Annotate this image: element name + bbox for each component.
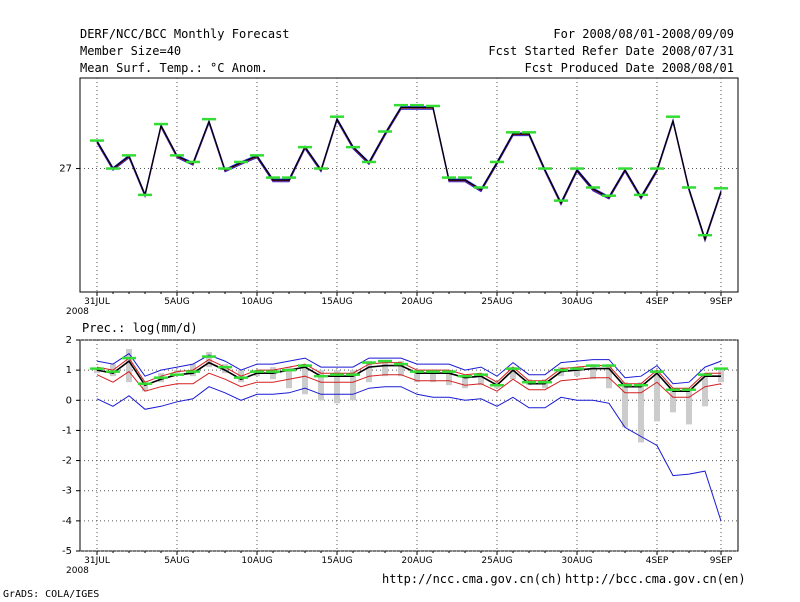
prec-gray-bar [590,364,596,380]
variable-label: Mean Surf. Temp.: °C Anom. [80,61,268,75]
url-en-link[interactable]: http://bcc.cma.gov.cn(en) [565,572,746,586]
prec-gray-bar [334,370,340,404]
produced-date-label: Fcst Produced Date 2008/08/01 [524,61,734,75]
prec-y-tick-label: -1 [62,425,72,436]
prec-gray-bar [142,382,148,392]
temp-y-tick-label: 27 [59,164,72,175]
prec-x-tick-label: 31JUL [84,556,110,566]
temp-x-tick-label: 20AUG [401,297,432,307]
prec-lines [96,352,722,522]
prec-gray-bar [430,370,436,383]
temp-x-tick-label: 31JUL [84,297,110,307]
prec-x-tick-label: 25AUG [481,556,512,566]
temp-grid [80,78,738,292]
temp-x-tick-label: 9SEP [710,297,733,307]
prec-gray-bar [702,373,708,407]
prec-gray-bar [366,361,372,383]
prec-gray-bar [606,364,612,389]
prec-x-tick-label: 20AUG [401,556,432,566]
prec-gray-bar [222,364,228,374]
prec-panel-title: Prec.: log(mm/d) [82,321,198,335]
prec-y-tick-label: -2 [62,456,72,467]
prec-gray-bar [94,370,100,374]
prec-gray-bar [638,382,644,443]
prec-gray-bar [302,364,308,395]
prec-gray-bar [478,373,484,386]
prec-y-tick-label: 0 [66,395,72,406]
url-ch-link[interactable]: http://ncc.cma.gov.cn(ch) [382,572,563,586]
prec-x-tick-label: 10AUG [241,556,272,566]
prec-gray-bar [286,367,292,389]
prec-ensemble-line [96,359,721,393]
prec-lower-red-line [96,370,722,398]
temp-ensemble-line [96,106,722,242]
temp-x-tick-label: 4SEP [646,297,669,307]
prec-gray-bar [350,370,356,401]
temp-x-tick-label: 5AUG [164,297,189,307]
prec-gray-bar [414,370,420,383]
prec-x-tick-label: 30AUG [561,556,592,566]
prec-x-tick-label: 9SEP [710,556,733,566]
prec-y-tick-label: -4 [62,516,72,527]
temp-x-tick-label: 15AUG [321,297,352,307]
prec-x-year-label: 2008 [66,566,89,576]
prec-y-tick-label: 1 [66,365,72,376]
temp-markers [90,103,728,237]
temp-x-year-label: 2008 [66,307,89,317]
refer-date-label: Fcst Started Refer Date 2008/07/31 [488,44,734,58]
temp-x-tick-label: 30AUG [561,297,592,307]
prec-gray-bar [654,370,660,422]
prec-upper-red-line [96,357,721,389]
chart-title: DERF/NCC/BCC Monthly Forecast [80,27,290,41]
prec-gray-bar [446,370,452,386]
prec-x-ticks: 31JUL 5AUG 10AUG 15AUG 20AUG 25AUG 30AUG 4SEP 9S… [66,551,733,576]
prec-panel: 31JUL 5AUG 10AUG 15AUG 20AUG 25AUG 30AUG 4SEP 9S… [62,335,739,576]
prec-gray-bar [622,382,628,428]
prec-y-ticks: 2 1 0 -1 -2 -3 -4 -5 [62,335,80,557]
prec-gray-bar [382,361,388,377]
prec-bars [94,349,724,443]
prec-y-tick-label: -5 [62,546,72,557]
prec-y-tick-label: 2 [66,335,72,346]
temp-panel: 31JUL 5AUG 10AUG 15AUG 20AUG 25AUG 30AUG 4SEP 9S… [59,77,739,317]
prec-x-tick-label: 4SEP [646,556,669,566]
temp-member-line-upper [96,106,722,240]
prec-y-tick-label: -3 [62,486,72,497]
temp-plot-frame [79,77,739,293]
prec-x-tick-label: 15AUG [321,556,352,566]
prec-gray-bar [318,370,324,401]
prec-lower-blue-line [96,386,722,522]
prec-gray-bar [510,367,516,380]
grads-credit: GrADS: COLA/IGES [3,589,100,600]
prec-gray-bar [462,376,468,389]
prec-gray-bar [574,367,580,377]
member-size-label: Member Size=40 [80,44,182,58]
prec-gray-bar [126,349,132,383]
forecast-period-label: For 2008/08/01-2008/09/09 [553,27,734,41]
temp-x-tick-label: 10AUG [241,297,272,307]
temp-y-ticks: 27 [59,164,80,175]
prec-upper-blue-line [96,352,722,385]
prec-gray-bar [398,361,404,377]
temp-x-tick-label: 25AUG [481,297,512,307]
prec-x-tick-label: 5AUG [164,556,189,566]
prec-markers [90,355,728,391]
temp-lines [96,106,722,243]
prec-gray-bar [670,388,676,413]
temp-x-ticks: 31JUL 5AUG 10AUG 15AUG 20AUG 25AUG 30AUG 4SEP 9S… [66,292,733,317]
prec-gray-bar [686,388,692,425]
